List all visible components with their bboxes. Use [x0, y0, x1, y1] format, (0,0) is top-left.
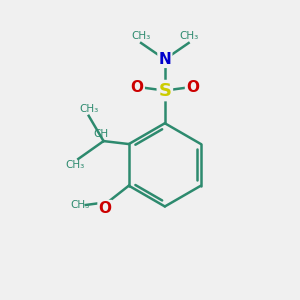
Text: CH₃: CH₃ [79, 104, 98, 114]
Text: O: O [98, 201, 112, 216]
Text: CH: CH [93, 129, 108, 139]
Text: CH₃: CH₃ [179, 32, 198, 41]
Text: CH₃: CH₃ [131, 32, 151, 41]
Text: O: O [186, 80, 199, 95]
Text: N: N [158, 52, 171, 67]
Text: CH₃: CH₃ [66, 160, 85, 170]
Text: O: O [131, 80, 144, 95]
Text: S: S [158, 82, 171, 100]
Text: CH₃: CH₃ [70, 200, 89, 210]
